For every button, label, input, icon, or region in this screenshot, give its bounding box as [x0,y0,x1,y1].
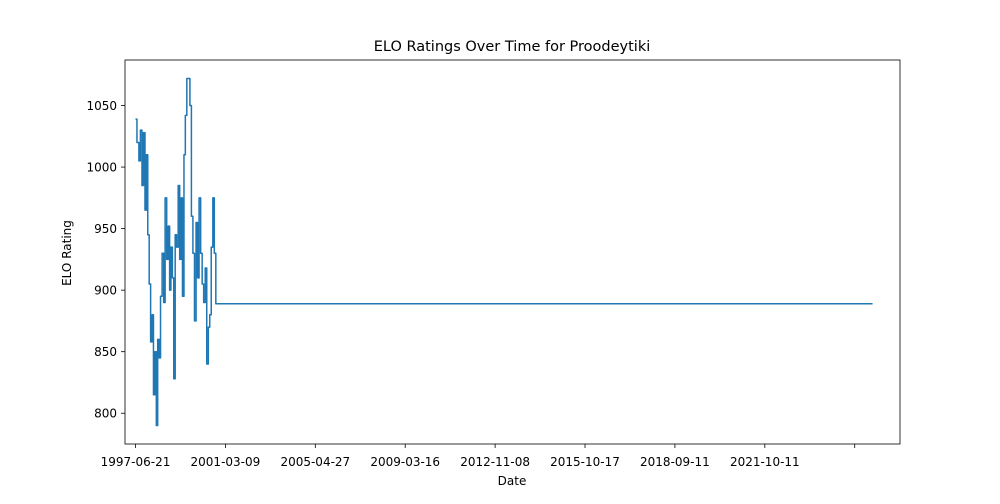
y-tick-label: 850 [94,345,117,359]
x-tick-label: 2009-03-16 [370,455,440,469]
y-tick-label: 800 [94,407,117,421]
x-tick-label: 2001-03-09 [191,455,261,469]
x-axis-label: Date [498,474,527,488]
x-tick-label: 2015-10-17 [550,455,620,469]
chart-title: ELO Ratings Over Time for Proodeytiki [374,39,651,55]
y-axis: 800 850 900 950 1000 1050 [86,99,125,421]
y-tick-label: 950 [94,222,117,236]
x-tick-label: 2021-10-11 [730,455,800,469]
x-axis: 1997-06-21 2001-03-09 2005-04-27 2009-03-16… [101,444,856,469]
y-tick-label: 900 [94,284,117,298]
x-tick-label: 2018-09-11 [640,455,710,469]
series-line [135,77,873,427]
y-axis-label: ELO Rating [60,220,74,286]
plot-frame [124,59,901,445]
y-tick-label: 1000 [86,161,117,175]
x-tick-label: 2005-04-27 [280,455,350,469]
x-tick-label: 1997-06-21 [101,455,171,469]
y-tick-label: 1050 [86,99,117,113]
plot-area [124,59,901,445]
x-tick-label: 2012-11-08 [460,455,530,469]
